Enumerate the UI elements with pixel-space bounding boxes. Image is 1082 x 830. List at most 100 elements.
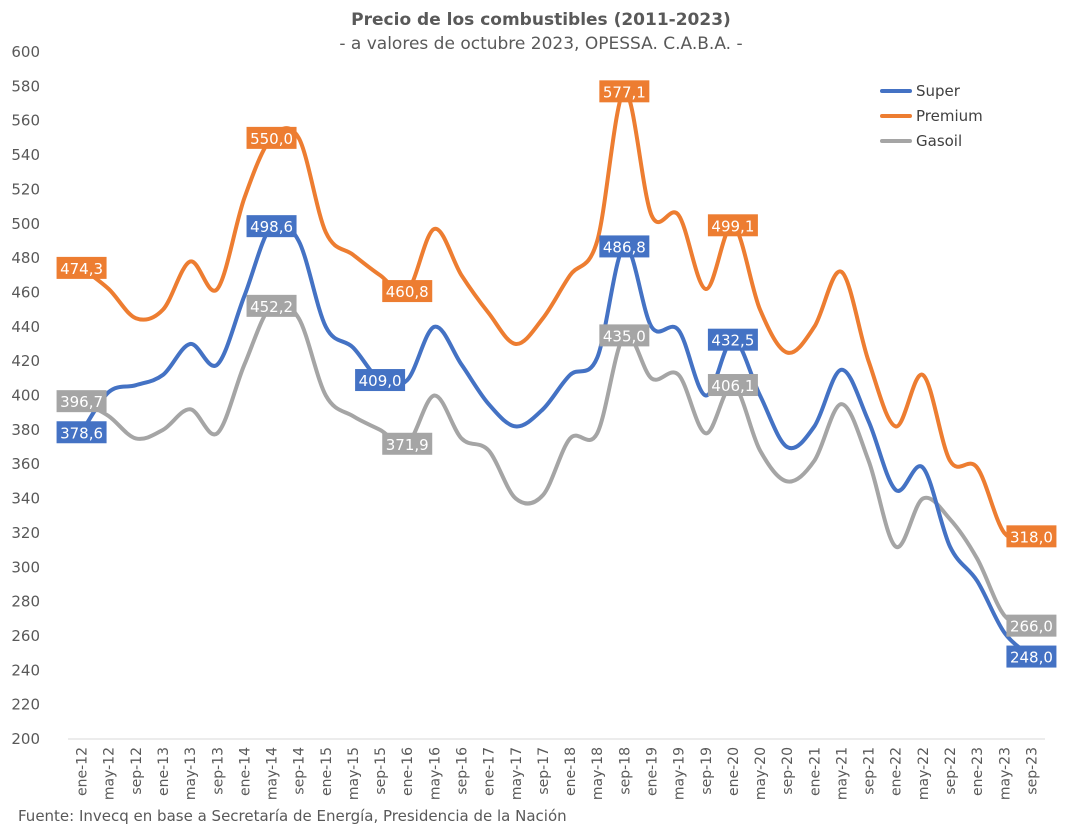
x-tick-label: sep-22 [943, 747, 959, 795]
data-label: 499,1 [711, 217, 754, 235]
x-tick-label: ene-20 [726, 747, 742, 796]
y-tick-label: 380 [11, 421, 40, 439]
data-label-box [707, 328, 758, 351]
y-tick-label: 400 [11, 387, 40, 405]
data-labels: 474,3 550,0 460,8 577,1 499,1 318,0 378,6 498,6… [56, 80, 1057, 668]
x-tick-label: ene-14 [237, 747, 253, 796]
data-label: 432,5 [711, 332, 754, 350]
chart-subtitle: - a valores de octubre 2023, OPESSA. C.A… [339, 34, 743, 54]
data-label: 371,9 [386, 436, 429, 454]
legend-swatch-super [880, 88, 912, 93]
x-tick-label: ene-17 [482, 747, 498, 796]
data-label-box [1006, 525, 1057, 548]
x-tick-label: sep-23 [1024, 747, 1040, 795]
data-label: 486,8 [603, 238, 646, 256]
series-line-gasoil [79, 300, 1034, 628]
x-tick-label: may-14 [265, 747, 281, 800]
data-label-box [707, 374, 758, 397]
x-tick-label: ene-12 [75, 747, 91, 796]
data-label: 577,1 [603, 83, 646, 101]
x-tick-label: sep-18 [617, 747, 633, 795]
y-axis: 200 220 240 260 280 300 320 340 360 380 400 420 440 4… [11, 43, 40, 748]
y-tick-label: 200 [11, 730, 40, 748]
data-label-box [56, 421, 107, 444]
y-tick-label: 340 [11, 490, 40, 508]
data-label-box [246, 294, 297, 317]
x-tick-label: sep-16 [455, 747, 471, 795]
y-tick-label: 300 [11, 558, 40, 576]
x-tick-label: ene-15 [319, 747, 335, 796]
data-label: 396,7 [60, 393, 103, 411]
x-tick-label: may-19 [672, 747, 688, 800]
data-label: 498,6 [250, 218, 293, 236]
data-label: 266,0 [1010, 618, 1053, 636]
legend-item-premium: Premium [880, 103, 983, 128]
data-label-box [1006, 614, 1057, 637]
y-tick-label: 500 [11, 215, 40, 233]
x-tick-label: may-22 [916, 747, 932, 800]
x-tick-label: ene-21 [807, 747, 823, 796]
x-tick-label: ene-16 [400, 747, 416, 796]
data-label-box [246, 215, 297, 238]
y-tick-label: 240 [11, 661, 40, 679]
source-note: Fuente: Invecq en base a Secretaría de E… [18, 807, 567, 825]
data-label-box [599, 235, 650, 258]
data-label: 550,0 [250, 130, 293, 148]
legend-swatch-gasoil [880, 138, 912, 143]
y-tick-label: 520 [11, 180, 40, 198]
x-tick-label: sep-14 [292, 747, 308, 795]
x-tick-label: ene-19 [644, 747, 660, 796]
x-tick-label: sep-13 [210, 747, 226, 795]
y-tick-label: 600 [11, 43, 40, 61]
x-tick-label: may-23 [997, 747, 1013, 800]
x-tick-label: ene-22 [889, 747, 905, 796]
series-lines [79, 89, 1034, 659]
data-label-box [382, 280, 433, 303]
legend-item-gasoil: Gasoil [880, 128, 983, 153]
x-tick-label: ene-23 [970, 747, 986, 796]
x-tick-label: may-17 [509, 747, 525, 800]
data-label: 460,8 [386, 283, 429, 301]
data-label-box [707, 214, 758, 237]
x-tick-label: may-15 [346, 747, 362, 800]
legend-swatch-premium [880, 113, 912, 118]
data-label: 378,6 [60, 424, 103, 442]
data-label: 406,1 [711, 377, 754, 395]
chart-title: Precio de los combustibles (2011-2023) [351, 10, 731, 30]
data-label: 318,0 [1010, 528, 1053, 546]
data-label-box [599, 80, 650, 103]
legend: Super Premium Gasoil [880, 78, 983, 153]
data-label: 409,0 [359, 372, 402, 390]
y-tick-label: 320 [11, 524, 40, 542]
data-label-box [56, 256, 107, 279]
y-tick-label: 220 [11, 696, 40, 714]
y-tick-label: 360 [11, 455, 40, 473]
data-label: 452,2 [250, 298, 293, 316]
x-tick-label: sep-19 [699, 747, 715, 795]
data-label-box [599, 324, 650, 347]
x-tick-label: sep-20 [780, 747, 796, 795]
y-tick-label: 280 [11, 593, 40, 611]
data-label-box [382, 432, 433, 455]
data-label: 435,0 [603, 327, 646, 345]
legend-label-gasoil: Gasoil [916, 131, 963, 150]
x-tick-label: may-16 [427, 747, 443, 800]
x-tick-label: may-12 [102, 747, 118, 800]
legend-label-premium: Premium [916, 106, 983, 125]
x-tick-label: sep-12 [129, 747, 145, 795]
data-label: 248,0 [1010, 649, 1053, 667]
y-tick-label: 440 [11, 318, 40, 336]
legend-item-super: Super [880, 78, 983, 103]
x-tick-label: may-18 [590, 747, 606, 800]
series-line-super [79, 220, 1034, 659]
y-tick-label: 460 [11, 283, 40, 301]
y-tick-label: 580 [11, 77, 40, 95]
y-tick-label: 260 [11, 627, 40, 645]
x-tick-label: may-20 [753, 747, 769, 800]
legend-label-super: Super [916, 81, 960, 100]
x-tick-label: sep-17 [536, 747, 552, 795]
data-label-box [1006, 645, 1057, 668]
x-tick-label: may-21 [834, 747, 850, 800]
x-tick-label: ene-13 [156, 747, 172, 796]
